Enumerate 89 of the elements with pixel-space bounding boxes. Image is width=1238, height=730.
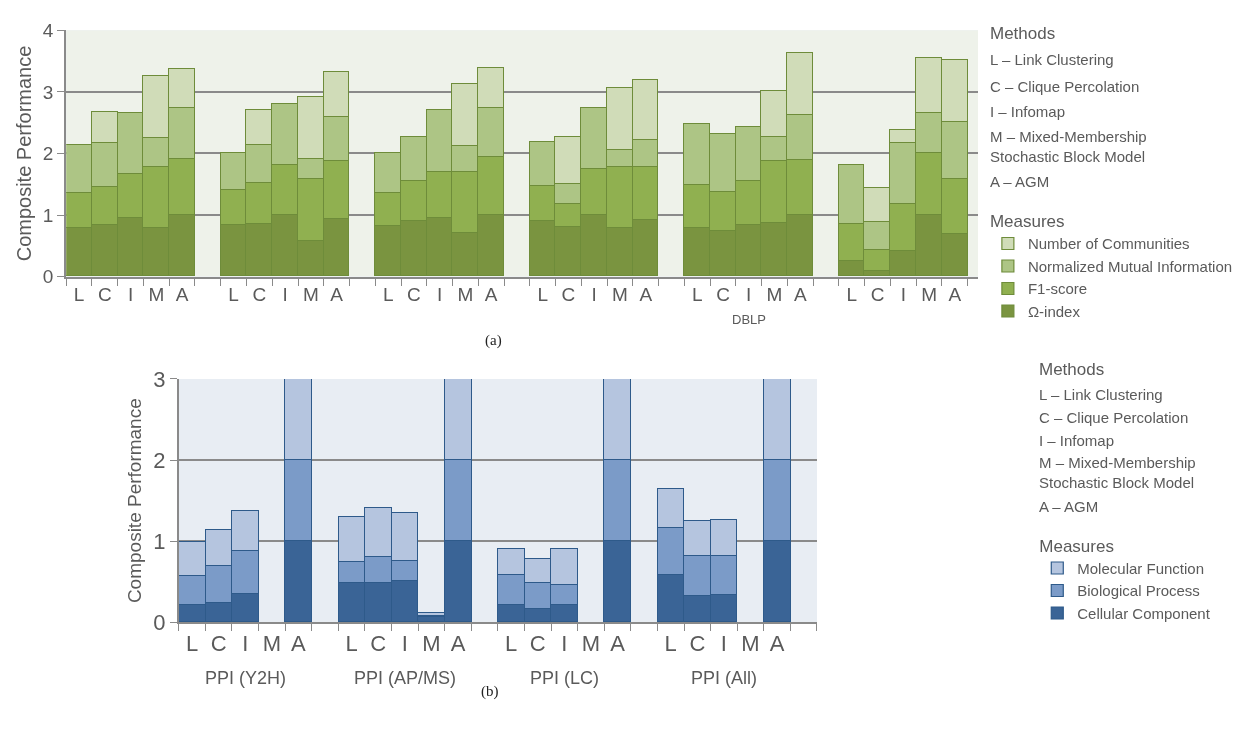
text: I – Infomap bbox=[1039, 432, 1115, 449]
x-tick-label: I bbox=[127, 284, 134, 306]
y-tick-label: 0 bbox=[42, 266, 54, 288]
y-tick-label: 2 bbox=[153, 447, 166, 473]
y-tick-label: 1 bbox=[153, 528, 166, 554]
x-tick-label: C bbox=[407, 284, 421, 306]
x-tick-label: L bbox=[228, 284, 239, 306]
text: M – Mixed-Membership Stochastic Block Model bbox=[1039, 454, 1196, 491]
x-tick-label: I bbox=[437, 284, 443, 306]
x-tick-label: M bbox=[457, 284, 474, 306]
x-tick-label: L bbox=[73, 284, 85, 306]
text: A – AGM bbox=[1039, 498, 1099, 515]
x-tick-label: L bbox=[537, 284, 548, 306]
x-tick-label: M bbox=[422, 630, 441, 656]
legend-label: F1-score bbox=[1027, 280, 1088, 298]
x-tick-label: C bbox=[370, 630, 387, 656]
x-tick-label: L bbox=[846, 284, 858, 306]
legend-label: Normalized Mutual Information bbox=[1027, 257, 1233, 275]
text: PPI (AP/MS) bbox=[354, 668, 457, 688]
y-tick-label: 0 bbox=[153, 610, 166, 636]
legend-label: Number of Communities bbox=[1027, 235, 1190, 253]
x-tick-label: L bbox=[345, 630, 358, 656]
x-tick-label: C bbox=[252, 284, 267, 306]
x-tick-label: M bbox=[741, 630, 760, 656]
x-tick-label: A bbox=[639, 284, 653, 306]
legend-label: Cellular Component bbox=[1077, 604, 1211, 622]
x-tick-label: A bbox=[291, 630, 307, 656]
x-tick-label: M bbox=[766, 284, 783, 306]
text: PPI (All) bbox=[691, 668, 758, 688]
x-tick-label: A bbox=[484, 284, 498, 306]
text: Methods bbox=[1039, 360, 1105, 379]
x-tick-label: L bbox=[505, 630, 518, 656]
text: (a) bbox=[485, 332, 502, 349]
text: (b) bbox=[481, 683, 499, 700]
legend-label: Ω-index bbox=[1027, 302, 1081, 320]
x-tick-label: A bbox=[769, 630, 785, 656]
text: PPI (Y2H) bbox=[205, 668, 287, 688]
x-tick-label: A bbox=[175, 284, 189, 306]
y-tick-label: 2 bbox=[42, 143, 54, 165]
x-tick-label: C bbox=[870, 284, 885, 306]
x-tick-label: A bbox=[610, 630, 626, 656]
y-tick-label: 1 bbox=[42, 204, 54, 226]
legend-label: Molecular Function bbox=[1077, 559, 1205, 577]
x-tick-label: C bbox=[210, 630, 227, 656]
x-tick-label: M bbox=[148, 284, 165, 306]
x-tick-label: M bbox=[262, 630, 282, 656]
text: DBLP bbox=[732, 312, 766, 327]
text: M – Mixed-Membership Stochastic Block Model bbox=[990, 128, 1147, 165]
x-tick-label: I bbox=[720, 630, 727, 656]
x-tick-label: M bbox=[581, 630, 601, 656]
x-tick-label: A bbox=[948, 284, 962, 306]
x-tick-label: L bbox=[185, 630, 199, 656]
x-tick-label: M bbox=[302, 284, 319, 306]
x-tick-label: C bbox=[97, 284, 112, 306]
x-tick-label: A bbox=[793, 284, 807, 306]
legend-title: Measures bbox=[989, 212, 1065, 232]
x-tick-label: I bbox=[900, 284, 906, 306]
legend-label: Biological Process bbox=[1077, 582, 1200, 600]
text: PPI (LC) bbox=[530, 668, 600, 688]
x-tick-label: L bbox=[664, 630, 677, 656]
x-tick-label: I bbox=[282, 284, 288, 306]
y-tick-label: 3 bbox=[153, 366, 166, 392]
x-tick-label: A bbox=[330, 284, 344, 306]
x-tick-label: C bbox=[529, 630, 546, 656]
x-tick-label: I bbox=[242, 630, 249, 656]
text: Methods bbox=[990, 24, 1056, 43]
text: C – Clique Percolation bbox=[990, 78, 1140, 95]
text: A – AGM bbox=[990, 173, 1050, 190]
text: C – Clique Percolation bbox=[1039, 409, 1189, 426]
x-tick-label: A bbox=[450, 630, 466, 656]
x-tick-label: C bbox=[561, 284, 576, 306]
x-tick-label: M bbox=[612, 284, 628, 306]
y-tick-label: 4 bbox=[42, 20, 54, 41]
y-tick-label: 3 bbox=[42, 81, 54, 103]
y-axis-title: Composite Performance bbox=[12, 45, 35, 262]
x-tick-label: L bbox=[382, 284, 394, 306]
x-tick-label: I bbox=[591, 284, 597, 306]
x-tick-label: L bbox=[691, 284, 703, 306]
x-tick-label: M bbox=[921, 284, 937, 306]
text: I – Infomap bbox=[990, 103, 1066, 120]
y-axis-title: Composite Performance bbox=[124, 398, 146, 604]
text: L – Link Clustering bbox=[1039, 386, 1163, 403]
x-tick-label: I bbox=[746, 284, 752, 306]
legend-title: Measures bbox=[1039, 536, 1114, 556]
text: L – Link Clustering bbox=[990, 51, 1114, 68]
x-tick-label: C bbox=[716, 284, 730, 306]
x-tick-label: I bbox=[401, 630, 408, 656]
x-tick-label: I bbox=[561, 630, 568, 656]
x-tick-label: C bbox=[689, 630, 706, 656]
